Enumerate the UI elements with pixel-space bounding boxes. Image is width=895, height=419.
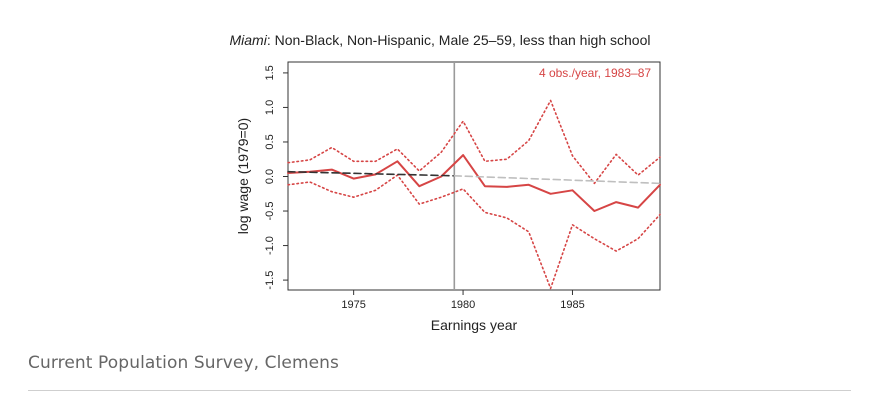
chart-title-city: Miami bbox=[230, 32, 268, 48]
x-tick-label-1975: 1975 bbox=[341, 299, 365, 311]
chart-title: Miami: Non-Black, Non-Hispanic, Male 25–… bbox=[230, 32, 651, 48]
caption-divider bbox=[28, 390, 851, 391]
chart-title-rest: : Non-Black, Non-Hispanic, Male 25–59, l… bbox=[267, 32, 651, 48]
y-tick-label-2: -0.5 bbox=[264, 202, 276, 221]
x-axis-label: Earnings year bbox=[431, 317, 518, 333]
series-line-upper-confidence-bound bbox=[287, 99, 661, 185]
y-axis-label: log wage (1979=0) bbox=[235, 118, 251, 234]
series-line-extrapolated-trend bbox=[453, 175, 661, 185]
y-tick-label-6: 1.5 bbox=[264, 65, 276, 80]
y-tick-label-0: -1.5 bbox=[264, 271, 276, 290]
y-tick-label-5: 1.0 bbox=[264, 100, 276, 115]
line-chart: Miami: Non-Black, Non-Hispanic, Male 25–… bbox=[230, 32, 661, 333]
series-line-pre-trend bbox=[287, 170, 456, 177]
figure-caption: Current Population Survey, Clemens bbox=[28, 353, 340, 373]
x-tick-label-1980: 1980 bbox=[451, 299, 475, 311]
series-line-estimate bbox=[287, 154, 661, 212]
x-tick-label-1985: 1985 bbox=[560, 299, 584, 311]
y-tick-label-3: 0.0 bbox=[264, 169, 276, 184]
y-tick-label-1: -1.0 bbox=[264, 236, 276, 255]
plot-area-frame bbox=[287, 61, 661, 291]
y-tick-label-4: 0.5 bbox=[264, 134, 276, 149]
series-line-lower-confidence-bound bbox=[287, 174, 661, 290]
chart-figure: Miami: Non-Black, Non-Hispanic, Male 25–… bbox=[230, 32, 661, 333]
chart-annotation: 4 obs./year, 1983–87 bbox=[539, 66, 651, 80]
